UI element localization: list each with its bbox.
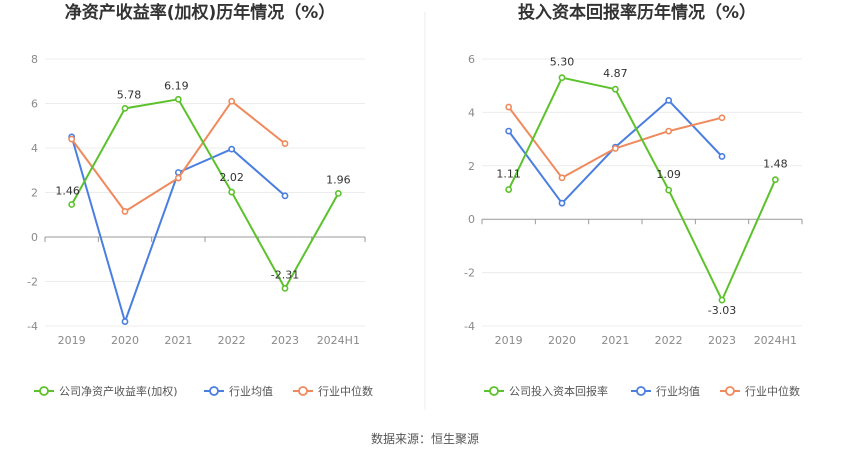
x-tick-label: 2023 [708,334,736,347]
data-source-label: 数据来源：恒生聚源 [371,431,479,446]
y-tick-label: 8 [31,53,38,66]
legend-item[interactable]: 行业均值 [631,385,700,398]
series-line [507,106,723,179]
x-tick-label: 2024H1 [754,334,797,347]
chart-panel-1: 净资产收益率(加权)历年情况（%） -4 -2 0 2 4 6 8 2019 2020 2021 20… [27,2,373,398]
chart-panel-2: 投入资本回报率历年情况（%） -4 -2 0 2 4 6 2019 2020 2021 2022 20… [464,2,803,398]
legend-marker-icon [725,386,735,396]
data-point [718,114,726,122]
data-point [228,97,236,105]
legend-item[interactable]: 行业均值 [204,385,273,398]
data-label: -3.03 [708,304,736,317]
data-label: -2.31 [271,268,299,281]
legend-item[interactable]: 公司投入资本回报率 [484,384,608,398]
data-point [68,135,76,143]
data-label: 5.78 [117,88,142,101]
y-tick-label: 0 [31,231,38,244]
legend-item[interactable]: 行业中位数 [720,384,800,398]
data-point [558,174,566,182]
data-point [505,127,513,135]
legend-label: 行业中位数 [318,384,373,398]
legend-marker-icon [298,386,308,396]
data-point [121,104,129,112]
data-point [718,153,726,160]
x-tick-label: 2024H1 [317,334,360,347]
data-point [505,186,513,193]
legend-item[interactable]: 公司净资产收益率(加权) [34,384,178,398]
x-tick-label: 2022 [218,334,246,347]
legend-label: 行业均值 [656,385,700,398]
x-tick-label: 2019 [495,334,523,347]
data-point [121,208,129,215]
y-tick-label: -4 [27,320,38,333]
data-point [174,174,182,182]
data-point [665,127,673,135]
series-line [507,76,777,302]
x-tick-label: 2021 [164,334,192,347]
y-tick-label: -2 [27,276,38,289]
data-point [771,176,779,184]
x-tick-label: 2022 [655,334,683,347]
series-line [70,98,340,290]
series-company [68,95,342,292]
x-tick-label: 2019 [58,334,86,347]
y-tick-label: 2 [31,187,38,200]
data-label: 4.87 [603,67,628,80]
x-tick-label: 2021 [601,334,629,347]
chart-title: 净资产收益率(加权)历年情况（%） [65,2,336,23]
legend-marker-icon [489,386,499,396]
data-point [281,140,289,147]
data-point [611,145,619,152]
series-industry-median [68,97,289,215]
y-tick-label: 6 [468,53,475,66]
legend-label: 公司投入资本回报率 [509,384,608,398]
data-point [665,96,673,104]
data-point [665,186,673,194]
data-point [281,284,289,292]
x-tick-label: 2020 [548,334,576,347]
data-label: 5.30 [550,56,575,69]
data-point [174,95,182,103]
data-point [228,145,236,153]
x-tick-label: 2023 [271,334,299,347]
data-point [121,318,129,325]
series-industry-median [505,103,726,182]
data-point [68,201,76,208]
data-label: 1.48 [763,158,788,171]
data-point [228,188,236,196]
data-label: 1.96 [326,173,351,186]
y-tick-label: -2 [464,267,475,280]
data-label: 1.09 [656,168,681,181]
y-tick-label: 4 [468,106,475,119]
legend-marker-icon [636,386,646,396]
legend-label: 行业均值 [229,385,273,398]
series-company [505,74,779,304]
data-point [611,85,619,93]
legend-marker-icon [39,386,49,396]
chart-title: 投入资本回报率历年情况（%） [518,2,756,23]
data-label: 1.11 [496,168,521,181]
data-point [718,296,726,304]
y-tick-label: 4 [31,142,38,155]
y-tick-label: 6 [31,98,38,111]
x-tick-label: 2020 [111,334,139,347]
y-tick-label: -4 [464,320,475,333]
data-label: 6.19 [164,79,189,92]
legend-label: 行业中位数 [745,384,800,398]
series-line [70,100,286,213]
data-point [334,189,342,197]
data-point [281,192,289,200]
data-point [558,74,566,82]
legend-marker-icon [209,386,219,396]
y-tick-label: 0 [468,213,475,226]
data-point [558,199,566,207]
y-tick-label: 2 [468,160,475,173]
legend-item[interactable]: 行业中位数 [293,384,373,398]
series-industry-mean [68,133,289,325]
data-label: 1.46 [55,185,80,198]
data-label: 2.02 [219,171,244,184]
data-point [505,103,513,111]
legend-label: 公司净资产收益率(加权) [59,384,178,398]
